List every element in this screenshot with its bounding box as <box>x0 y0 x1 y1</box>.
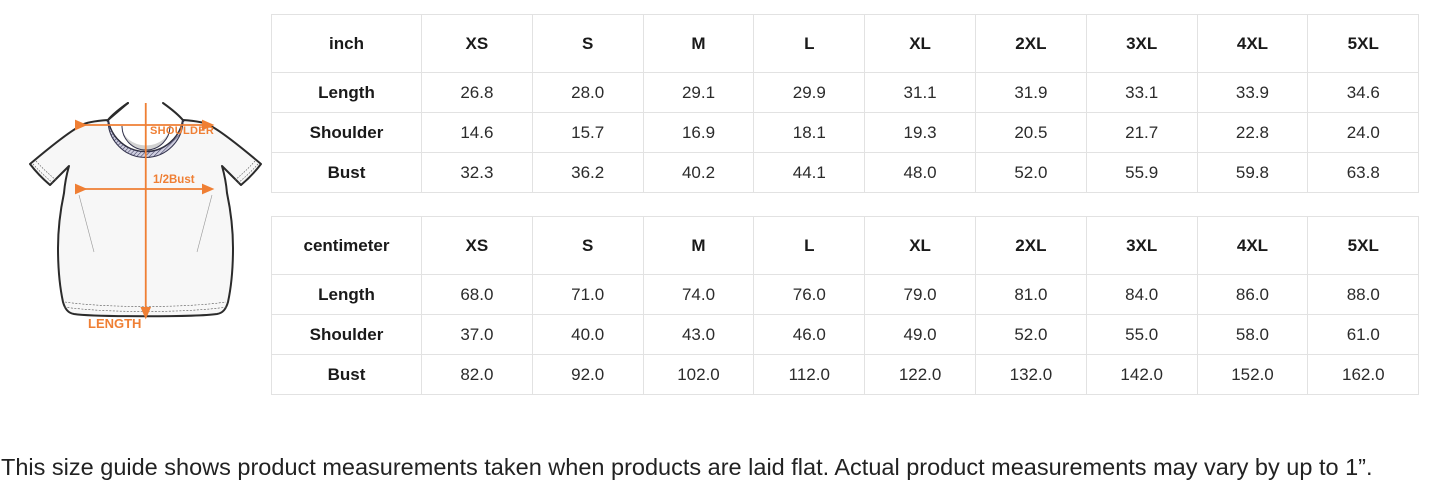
svg-text:1/2Bust: 1/2Bust <box>153 174 195 186</box>
svg-text:SHOULDER: SHOULDER <box>150 125 214 137</box>
svg-text:LENGTH: LENGTH <box>88 316 141 331</box>
